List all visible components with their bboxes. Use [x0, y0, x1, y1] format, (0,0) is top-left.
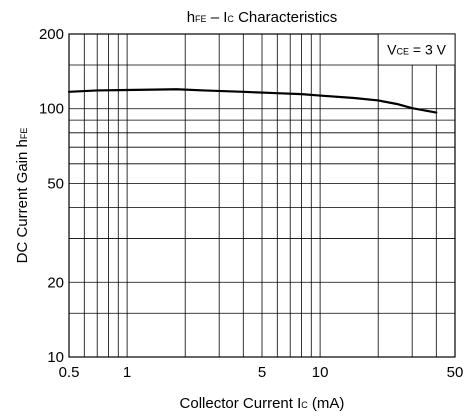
chart-title: hFE – IC Characteristics [187, 9, 338, 26]
grid [69, 34, 455, 357]
y-axis-label: DC Current Gain hFE [14, 128, 31, 264]
plot-frame [68, 33, 456, 358]
y-tick-label: 20 [47, 274, 64, 291]
x-tick-label: 0.5 [59, 364, 80, 381]
x-axis-label: Collector Current IC (mA) [180, 395, 345, 412]
annotation-box [377, 33, 456, 66]
x-tick-label: 5 [258, 364, 266, 381]
y-tick-label: 100 [39, 101, 64, 118]
series-layer [67, 88, 438, 114]
y-tick-label: 50 [47, 175, 64, 192]
annotation-text: VCE = 3 V [387, 42, 446, 58]
y-tick-label: 10 [47, 349, 64, 366]
y-tick-label: 200 [39, 26, 64, 43]
x-tick-label: 50 [447, 364, 464, 381]
series-line [67, 88, 438, 114]
annotation-layer: VCE = 3 V [377, 33, 456, 66]
tick-labels: 0.5 1 5 10 50 10 20 50 100 200 [39, 26, 463, 381]
x-tick-label: 10 [312, 364, 329, 381]
x-tick-label: 1 [123, 364, 131, 381]
